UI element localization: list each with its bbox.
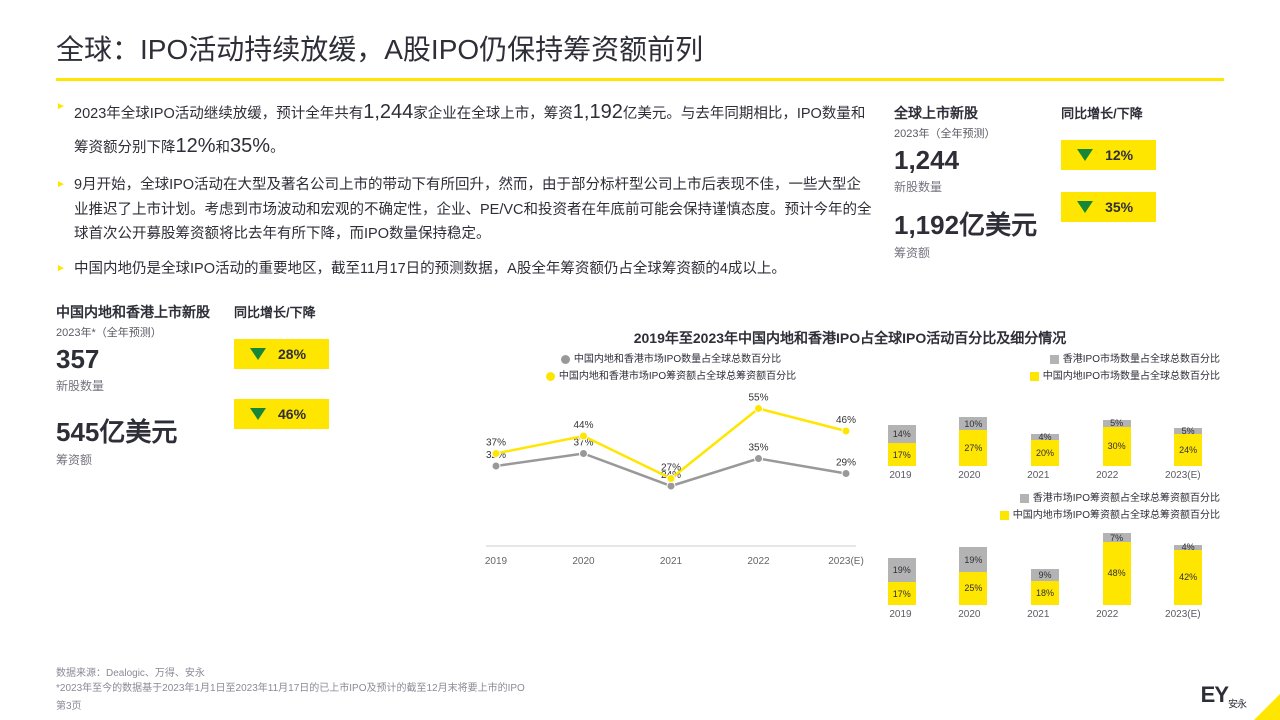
bars1-legend: 香港IPO市场数量占全球总数百分比 中国内地IPO市场数量占全球总数百分比 (866, 352, 1224, 386)
down-icon (250, 348, 266, 360)
svg-text:2020: 2020 (572, 556, 595, 567)
footnotes: 数据来源：Dealogic、万得、安永 *2023年至今的数据基于2023年1月… (56, 666, 525, 696)
down-icon (1077, 201, 1093, 213)
china-count-cap: 新股数量 (56, 377, 210, 394)
china-count: 357 (56, 344, 210, 375)
line-legend: 中国内地和香港市场IPO数量占全球总数百分比 中国内地和香港市场IPO筹资额占全… (476, 352, 866, 386)
global-proceeds-cap: 筹资额 (894, 244, 1037, 261)
page-number: 第3页 (56, 697, 82, 712)
svg-text:27%: 27% (661, 462, 681, 473)
china-change-1: 28% (234, 339, 329, 369)
china-label: 中国内地和香港上市新股 (56, 302, 210, 322)
down-icon (1077, 149, 1093, 161)
bullet-list: 2023年全球IPO活动继续放缓，预计全年共有1,244家企业在全球上市，筹资1… (56, 95, 874, 282)
corner-decoration (1254, 694, 1280, 720)
bars2-legend: 香港市场IPO筹资额占全球总筹资额百分比 中国内地市场IPO筹资额占全球总筹资额… (866, 491, 1224, 525)
global-change-1: 12% (1061, 140, 1156, 170)
page-title: 全球：IPO活动持续放缓，A股IPO仍保持筹资额前列 (56, 28, 1224, 68)
svg-text:55%: 55% (748, 392, 768, 403)
svg-text:35%: 35% (748, 442, 768, 453)
global-change-head: 同比增长/下降 (1061, 103, 1156, 122)
global-sub: 2023年（全年预测） (894, 125, 1037, 141)
bullet-2: 9月开始，全球IPO活动在大型及著名公司上市的带动下有所回升，然而，由于部分标杆… (56, 173, 874, 247)
down-icon (250, 408, 266, 420)
global-label: 全球上市新股 (894, 103, 1037, 123)
china-proceeds-cap: 筹资额 (56, 451, 210, 468)
svg-text:2021: 2021 (660, 556, 683, 567)
svg-text:2022: 2022 (747, 556, 770, 567)
bullet-1: 2023年全球IPO活动继续放缓，预计全年共有1,244家企业在全球上市，筹资1… (56, 95, 874, 163)
svg-text:29%: 29% (836, 457, 856, 468)
bar-axis-2: 20192020202120222023(E) (866, 607, 1224, 626)
china-proceeds: 545亿美元 (56, 412, 210, 449)
global-count: 1,244 (894, 145, 1037, 176)
china-change-head: 同比增长/下降 (234, 302, 329, 321)
svg-text:37%: 37% (486, 437, 506, 448)
bullet-3: 中国内地仍是全球IPO活动的重要地区，截至11月17日的预测数据，A股全年筹资额… (56, 257, 874, 282)
global-proceeds: 1,192亿美元 (894, 205, 1037, 242)
title-rule (56, 78, 1224, 81)
logo: EY安永 (1201, 682, 1246, 710)
svg-text:46%: 46% (836, 415, 856, 426)
bar-chart-1: 14%17%10%27%4%20%5%30%5%24% (866, 386, 1224, 466)
line-chart: 32%37%24%35%29%37%44%27%55%46%2019202020… (476, 386, 866, 576)
china-change-2: 46% (234, 399, 329, 429)
svg-text:44%: 44% (573, 420, 593, 431)
bar-axis-1: 20192020202120222023(E) (866, 468, 1224, 487)
svg-text:2023(E): 2023(E) (828, 556, 864, 567)
svg-text:2019: 2019 (485, 556, 508, 567)
global-count-cap: 新股数量 (894, 178, 1037, 195)
global-change-2: 35% (1061, 192, 1156, 222)
bar-chart-2: 19%17%19%25%9%18%7%48%4%42% (866, 525, 1224, 605)
china-sub: 2023年*（全年预测） (56, 324, 210, 340)
chart-title: 2019年至2023年中国内地和香港IPO占全球IPO活动百分比及细分情况 (476, 328, 1224, 348)
